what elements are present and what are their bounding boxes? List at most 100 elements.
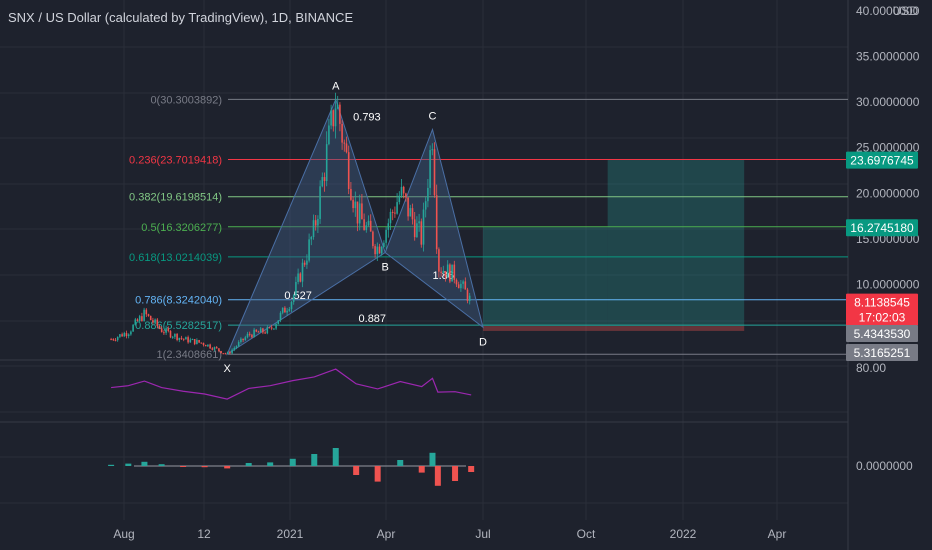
candle-body <box>112 339 115 341</box>
position-zones[interactable] <box>483 159 745 331</box>
candle-body <box>220 351 222 354</box>
price-badge-text: 5.3165251 <box>854 346 911 360</box>
price-tick-label: 20.0000000 <box>856 186 920 200</box>
candle-body <box>158 325 161 329</box>
candle-body <box>284 307 286 313</box>
candle-body <box>460 283 462 289</box>
candle-body <box>367 220 370 226</box>
candle-body <box>405 193 407 198</box>
fib-label-0: 0(30.3003892) <box>150 94 222 106</box>
pattern-point-A: A <box>332 80 340 92</box>
time-tick-label: 2022 <box>670 527 697 541</box>
candle-body <box>110 339 112 341</box>
time-axis[interactable]: Aug 12 2021 Apr Jul Oct 2022 Apr <box>113 527 786 541</box>
candle-body <box>312 220 315 238</box>
candle-body <box>187 337 189 343</box>
candle-body <box>237 342 240 347</box>
candle-body <box>394 212 396 214</box>
candle-body <box>374 246 376 255</box>
candle-body <box>259 328 262 333</box>
candle-body <box>303 262 306 265</box>
candle-body <box>171 336 174 338</box>
candle-body <box>160 328 163 333</box>
candle-body <box>319 186 321 219</box>
candle-body <box>185 337 187 340</box>
histogram-bar <box>245 463 252 466</box>
grid <box>0 0 849 550</box>
candle-body <box>383 242 385 247</box>
candle-body <box>156 319 159 326</box>
candle-body <box>468 295 471 301</box>
candle-body <box>350 188 352 200</box>
candle-body <box>224 353 227 355</box>
candle-body <box>438 249 440 272</box>
price-badge <box>846 219 918 237</box>
candle-body <box>143 309 145 321</box>
pattern-point-B: B <box>382 262 389 274</box>
histogram-bar <box>201 466 208 468</box>
candle-body <box>147 314 150 316</box>
candle-body <box>416 223 418 238</box>
histogram-bar <box>289 458 296 466</box>
candle-body <box>299 273 302 282</box>
candle-body <box>407 197 409 217</box>
histogram-bar <box>374 466 381 482</box>
histogram-bar <box>180 466 187 467</box>
candle-body <box>341 123 343 143</box>
candle-body <box>427 187 429 202</box>
candle-body <box>372 231 374 247</box>
time-tick-label: 2021 <box>277 527 304 541</box>
candle-body <box>323 177 326 181</box>
candle-body <box>451 264 453 282</box>
pattern-ratio: 0.527 <box>284 290 312 302</box>
fib-label-0.236: 0.236(23.7019418) <box>129 155 222 167</box>
rsi-scale-label: 80.00 <box>856 361 886 375</box>
price-axis[interactable]: 40.0000000 35.0000000 30.0000000 25.0000000… <box>856 4 920 473</box>
histogram-bar <box>267 462 274 466</box>
candle-body <box>180 337 183 339</box>
candle-body <box>165 328 167 333</box>
price-badge-text: 16.2745180 <box>850 221 914 235</box>
candle-body <box>466 289 469 301</box>
candle-body <box>125 333 128 337</box>
candle-body <box>266 327 269 334</box>
candle-body <box>292 295 295 302</box>
candle-body <box>204 344 207 347</box>
candle-body <box>389 211 392 224</box>
candle-body <box>222 353 225 355</box>
price-badge-text: 8.1138545 <box>854 296 910 310</box>
candle-body <box>295 281 297 296</box>
candle-body <box>328 125 330 145</box>
candle-body <box>213 347 216 350</box>
price-tick-label: 10.0000000 <box>856 277 920 291</box>
candle-body <box>130 331 132 335</box>
candle-body <box>138 316 141 321</box>
histogram-scale-label: 0.0000000 <box>856 459 913 473</box>
candle-body <box>358 203 361 224</box>
candle-body <box>457 284 460 289</box>
candle-body <box>262 328 264 333</box>
histogram-bar <box>468 466 475 472</box>
candle-body <box>286 310 288 313</box>
candle-body <box>121 334 123 337</box>
candle-body <box>420 221 423 245</box>
candle-body <box>433 149 436 196</box>
candle-body <box>336 104 339 109</box>
candle-body <box>279 312 282 321</box>
candle-body <box>369 220 372 232</box>
currency-label: USD <box>893 4 919 18</box>
candle-body <box>114 339 117 341</box>
fib-levels[interactable]: 0(30.3003892) 0.236(23.7019418) 0.382(19.6… <box>129 94 848 361</box>
price-tick-label: 25.0000000 <box>856 141 920 155</box>
candle-body <box>449 264 451 282</box>
harmonic-pattern[interactable]: X A B C D 0.793 0.527 1.86 0.887 <box>224 80 488 375</box>
candle-body <box>308 239 310 261</box>
candle-body <box>152 320 154 323</box>
candle-body <box>119 334 121 337</box>
price-badge-countdown: 17:02:03 <box>859 311 906 325</box>
candle-body <box>127 334 130 337</box>
fib-label-0.382: 0.382(19.6198514) <box>129 192 222 204</box>
time-tick-label: 12 <box>197 527 211 541</box>
